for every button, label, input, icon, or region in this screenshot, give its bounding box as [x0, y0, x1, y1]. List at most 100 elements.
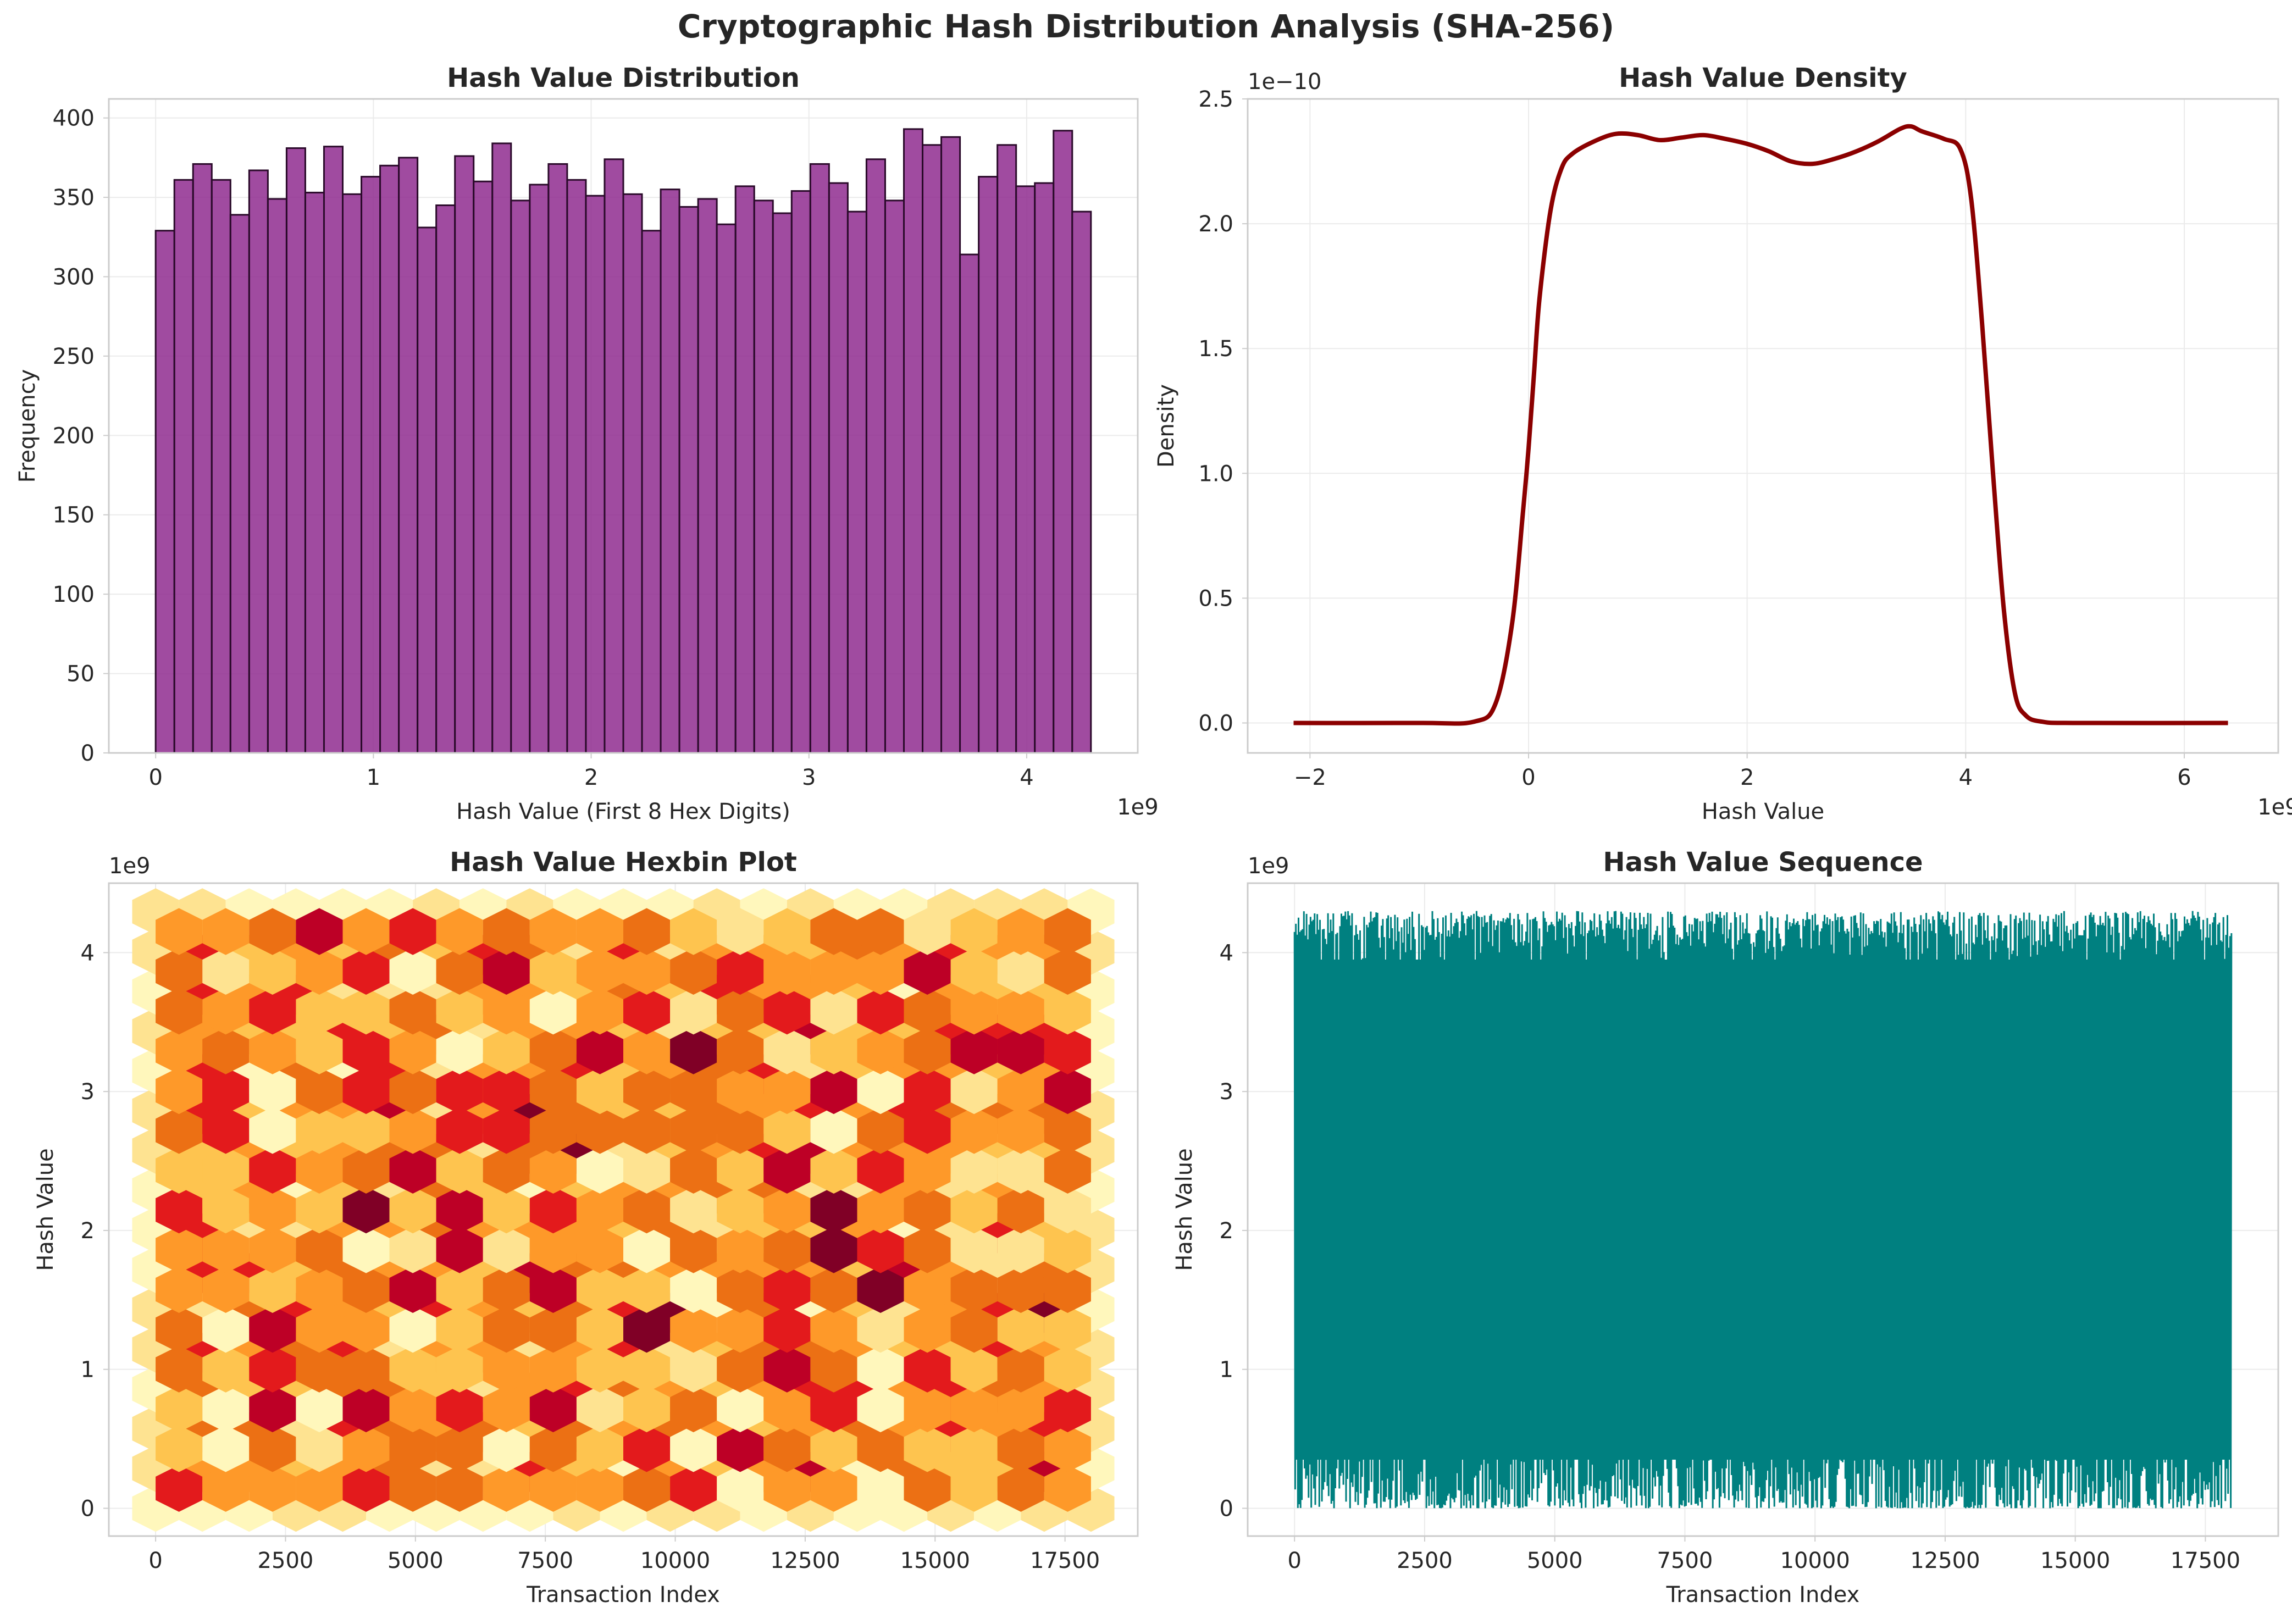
hexbin-cell — [950, 1345, 998, 1393]
hexbin-cell — [529, 1107, 577, 1154]
sequence-ytick-label: 3 — [1220, 1079, 1233, 1105]
density-y-offset-text: 1e−10 — [1248, 69, 1321, 95]
hexbin-cell — [296, 1306, 343, 1353]
density-xtick-label: 4 — [1959, 765, 1973, 790]
hexbin-cell — [623, 1226, 671, 1273]
hexbin-cell — [904, 947, 951, 995]
hexbin-cell — [904, 1107, 951, 1154]
density-ticks: −2 0 2 4 6 0.0 0.5 1.0 1.5 2.0 2.5 — [1198, 87, 2191, 790]
hexbin-cell — [529, 1425, 577, 1472]
hist-bar — [641, 230, 662, 753]
hexbin-cell — [997, 1027, 1044, 1074]
hexbin-cell — [529, 1226, 577, 1273]
hexbin-cell — [436, 1266, 483, 1313]
hexbin-cell — [623, 908, 671, 955]
hexbin-cell — [156, 1146, 203, 1194]
hexbin-cell — [763, 1187, 811, 1234]
hexbin-cell — [202, 1226, 250, 1273]
hexbin-cell — [576, 988, 623, 1035]
hist-bar — [734, 185, 755, 753]
hexbin-cell — [1044, 1345, 1091, 1393]
hexbin-cell — [763, 1107, 811, 1154]
hexbin-cell — [202, 1306, 250, 1353]
hexbin-xtick-label: 12500 — [770, 1548, 840, 1573]
hexbin-cell — [202, 1266, 250, 1313]
hexbin-cell — [623, 1306, 671, 1353]
hexbin-cell — [763, 1345, 811, 1393]
hexbin-cell — [529, 1067, 577, 1115]
hist-bar — [1015, 185, 1036, 753]
hexbin-cell — [997, 908, 1044, 955]
hist-data — [154, 128, 1092, 753]
hexbin-cell — [997, 1465, 1044, 1512]
hexbin-cell — [249, 1465, 296, 1512]
hexbin-cell — [342, 1385, 390, 1433]
hexbin-cell — [857, 988, 904, 1035]
hexbin-cell — [717, 1067, 764, 1115]
hist-bar — [323, 146, 344, 753]
hist-bar — [903, 128, 924, 753]
density-spines — [1247, 98, 2279, 754]
hist-ytick-label: 50 — [67, 662, 95, 687]
hexbin-cell — [436, 1306, 483, 1353]
hexbin-cell — [296, 1146, 343, 1194]
hexbin-cell — [576, 1385, 623, 1433]
hexbin-cell — [810, 1306, 857, 1353]
hexbin-cell — [623, 1146, 671, 1194]
sequence-chart: 0 2500 5000 7500 10000 12500 15000 17500 0 1 2 3 4 Ha… — [1172, 847, 2279, 1608]
hexbin-cell — [763, 1465, 811, 1512]
density-xtick-label: −2 — [1294, 765, 1326, 790]
hexbin-cell — [296, 1465, 343, 1512]
hexbin-cell — [763, 1226, 811, 1273]
hist-bar — [940, 136, 961, 753]
hexbin-cell — [810, 1107, 857, 1154]
hexbin-cell — [389, 1266, 436, 1313]
hexbin-cell — [670, 1306, 717, 1353]
hist-bar — [248, 169, 269, 753]
hexbin-cell — [249, 1067, 296, 1115]
hist-bar — [828, 182, 849, 753]
hexbin-cell — [763, 1425, 811, 1472]
hist-bar — [790, 190, 811, 753]
hist-ytick-label: 200 — [53, 423, 95, 448]
hexbin-cell — [296, 908, 343, 955]
hist-bar — [716, 223, 737, 753]
hexbin-cell — [810, 947, 857, 995]
hexbin-ytick-label: 2 — [81, 1218, 95, 1244]
hist-bar — [417, 226, 438, 753]
hist-ytick-label: 400 — [53, 106, 95, 131]
hexbin-cell — [483, 1107, 530, 1154]
hexbin-cell — [810, 1027, 857, 1074]
hexbin-cell — [342, 1425, 390, 1472]
hexbin-cell — [717, 1425, 764, 1472]
sequence-xtick-label: 7500 — [1657, 1548, 1713, 1573]
hexbin-cell — [156, 988, 203, 1035]
hexbin-cell — [904, 1226, 951, 1273]
hexbin-cell — [717, 1107, 764, 1154]
hexbin-cell — [249, 1146, 296, 1194]
hexbin-cell — [529, 1027, 577, 1074]
hexbin-cell — [389, 1226, 436, 1273]
density-ytick-label: 1.0 — [1198, 461, 1233, 486]
hexbin-cell — [904, 1146, 951, 1194]
hexbin-cell — [156, 1067, 203, 1115]
hexbin-cell — [810, 1266, 857, 1313]
hist-bar — [379, 164, 400, 753]
hist-bar — [996, 144, 1017, 753]
figure-title: Cryptographic Hash Distribution Analysis… — [677, 8, 1615, 45]
hist-bar — [922, 144, 943, 753]
hexbin-cell — [576, 1027, 623, 1074]
hist-bar — [473, 180, 494, 753]
hexbin-cell — [296, 1385, 343, 1433]
hexbin-cell — [950, 988, 998, 1035]
hexbin-cell — [997, 1306, 1044, 1353]
hexbin-cell — [904, 1425, 951, 1472]
hexbin-cell — [436, 1107, 483, 1154]
hexbin-cell — [529, 908, 577, 955]
hexbin-cell — [483, 1345, 530, 1393]
hexbin-cell — [249, 1425, 296, 1472]
hist-bar — [1053, 130, 1073, 753]
hexbin-cell — [342, 908, 390, 955]
hexbin-title: Hash Value Hexbin Plot — [450, 847, 797, 878]
hexbin-cell — [670, 1187, 717, 1234]
